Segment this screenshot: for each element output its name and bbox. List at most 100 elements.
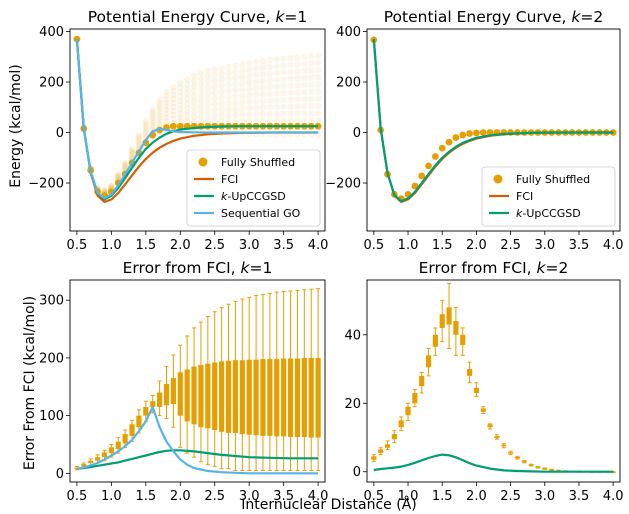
box [473, 387, 480, 393]
x-tick-label: 0.5 [363, 489, 384, 504]
box [94, 457, 101, 461]
data-point-faint [314, 109, 322, 117]
data-point-faint [115, 171, 122, 179]
data-point-faint [225, 112, 232, 119]
legend-marker [493, 174, 503, 184]
x-tick-label: 2.0 [466, 489, 487, 504]
data-point [425, 162, 432, 170]
legend-label: k-UpCCGSD [221, 190, 286, 203]
data-point-faint [149, 122, 156, 129]
box [528, 464, 534, 466]
box [267, 359, 273, 436]
data-point-faint [177, 84, 184, 91]
data-point-faint [149, 116, 156, 124]
series-sequential-go [76, 405, 319, 475]
box [425, 355, 432, 368]
data-point-faint [142, 128, 150, 136]
ylabel-bottom: Error From FCI (kcal/mol) [22, 296, 38, 470]
box [453, 321, 459, 335]
data-point-faint [142, 124, 150, 131]
data-point-faint [232, 74, 239, 82]
data-point [479, 129, 487, 136]
data-point-faint [301, 60, 308, 68]
data-point-faint [259, 97, 267, 105]
box [150, 401, 156, 407]
data-point-faint [163, 117, 170, 125]
data-point-faint [294, 68, 301, 75]
data-point-faint [163, 88, 170, 96]
data-point-faint [204, 112, 212, 120]
data-point-faint [128, 152, 136, 160]
data-point-faint [128, 148, 136, 155]
box [205, 363, 211, 429]
data-point-faint [245, 59, 253, 67]
x-tick-label: 4.0 [603, 489, 624, 504]
data-point-faint [245, 66, 253, 73]
series-line [373, 453, 614, 473]
data-point-faint [239, 61, 246, 68]
data-point-faint [149, 114, 156, 121]
legend: Fully Shuffled FCI k-UpCCGSD Sequential GO [186, 149, 321, 227]
x-tick-label: 3.5 [273, 238, 294, 253]
data-point-faint [266, 63, 274, 70]
data-point-faint [239, 111, 246, 118]
data-point-faint [121, 159, 129, 167]
data-point-faint [239, 73, 246, 81]
data-point-faint [308, 67, 315, 74]
y-tick-label: 0 [56, 126, 64, 141]
data-point-faint [204, 95, 212, 103]
data-point-faint [163, 110, 170, 117]
data-point-faint [225, 87, 232, 95]
chart-panel-2: Potential Energy Curve, k=2 0.5 1.0 1.5 2.0 2… [325, 8, 623, 253]
data-point-faint [190, 103, 198, 110]
data-point [445, 138, 453, 146]
y-tick-label: 0 [353, 465, 361, 480]
data-point-faint [232, 105, 239, 113]
data-point-faint [280, 96, 287, 104]
data-point-faint [280, 117, 287, 124]
data-point-faint [301, 117, 308, 124]
data-point-faint [170, 87, 177, 95]
data-point-faint [211, 106, 218, 114]
data-point-faint [190, 113, 198, 121]
data-point-faint [204, 78, 212, 86]
y-tick-label: 200 [39, 351, 64, 366]
data-point-faint [183, 104, 191, 112]
data-point-faint [190, 108, 198, 115]
box [212, 362, 218, 431]
data-point-faint [259, 84, 267, 91]
data-point-faint [190, 93, 198, 100]
data-point-faint [301, 81, 308, 89]
data-point-faint [183, 114, 191, 121]
series-k-upccgsd [372, 39, 614, 203]
data-point-faint [273, 83, 280, 90]
box [466, 369, 473, 376]
data-point [459, 131, 467, 139]
data-point-faint [308, 109, 315, 117]
box [480, 408, 486, 412]
data-point-faint [190, 77, 198, 85]
box [219, 361, 225, 432]
data-point-faint [232, 117, 239, 125]
data-point-faint [204, 73, 212, 80]
data-point-faint [314, 73, 322, 81]
box [301, 357, 307, 437]
data-point-faint [280, 110, 287, 117]
y-tick-label: 0 [56, 467, 64, 482]
data-point-faint [294, 103, 301, 110]
data-point-faint [108, 183, 115, 191]
chart-title: Potential Energy Curve, k=1 [88, 8, 307, 26]
data-point-faint [225, 75, 232, 83]
plot-area [370, 36, 617, 204]
data-point-faint [308, 74, 315, 81]
data-point-faint [259, 91, 267, 98]
data-point-faint [287, 103, 294, 110]
data-point-faint [287, 54, 294, 62]
data-point-faint [170, 95, 177, 103]
data-point-faint [252, 117, 260, 125]
box [487, 424, 493, 428]
data-point-faint [163, 92, 170, 99]
y-tick-label: 40 [344, 328, 361, 343]
legend-label: Sequential GO [221, 207, 301, 220]
data-point-faint [287, 110, 294, 117]
